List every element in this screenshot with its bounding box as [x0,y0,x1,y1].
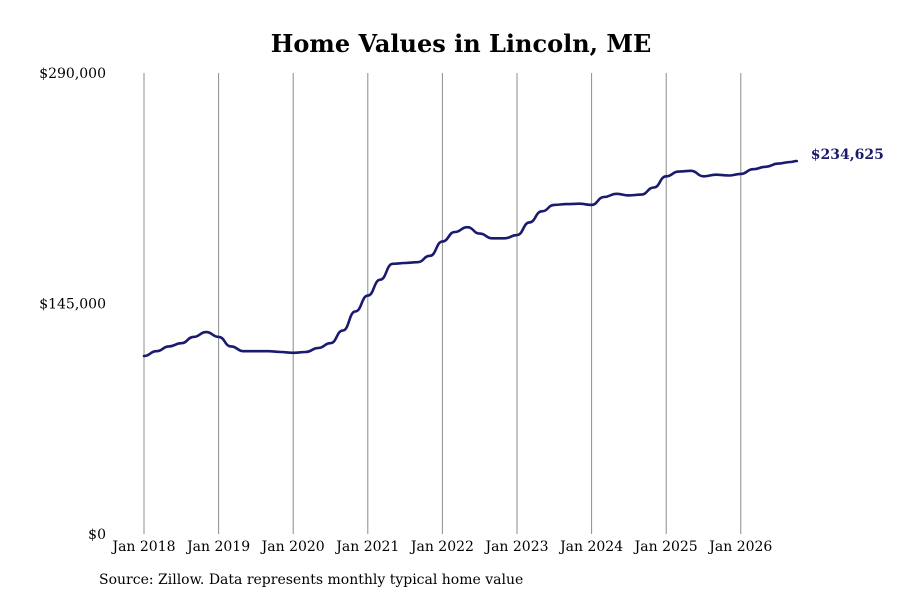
source-note: Source: Zillow. Data represents monthly … [99,572,524,588]
series-layer [142,159,799,358]
x-axis-ticks: Jan 2018 Jan 2019 Jan 2020 Jan 2021 Jan 2022… [110,539,772,555]
y-tick-label: $0 [88,527,106,543]
x-tick-label: Jan 2019 [185,539,250,555]
chart-title: Home Values in Lincoln, ME [271,29,652,58]
y-axis-ticks: $0 $145,000 $290,000 [39,66,106,543]
x-tick-label: Jan 2022 [409,539,474,555]
x-tick-label: Jan 2025 [633,539,698,555]
y-tick-label: $145,000 [39,297,106,313]
end-value-label: $234,625 [811,147,884,163]
gridlines [143,73,742,534]
series-line-home-value [142,159,799,358]
x-tick-label: Jan 2024 [558,539,623,555]
x-tick-label: Jan 2023 [483,539,548,555]
x-tick-label: Jan 2021 [334,539,399,555]
x-tick-label: Jan 2018 [110,539,175,555]
y-tick-label: $290,000 [39,66,106,82]
x-tick-label: Jan 2020 [260,539,325,555]
x-tick-label: Jan 2026 [707,539,772,555]
